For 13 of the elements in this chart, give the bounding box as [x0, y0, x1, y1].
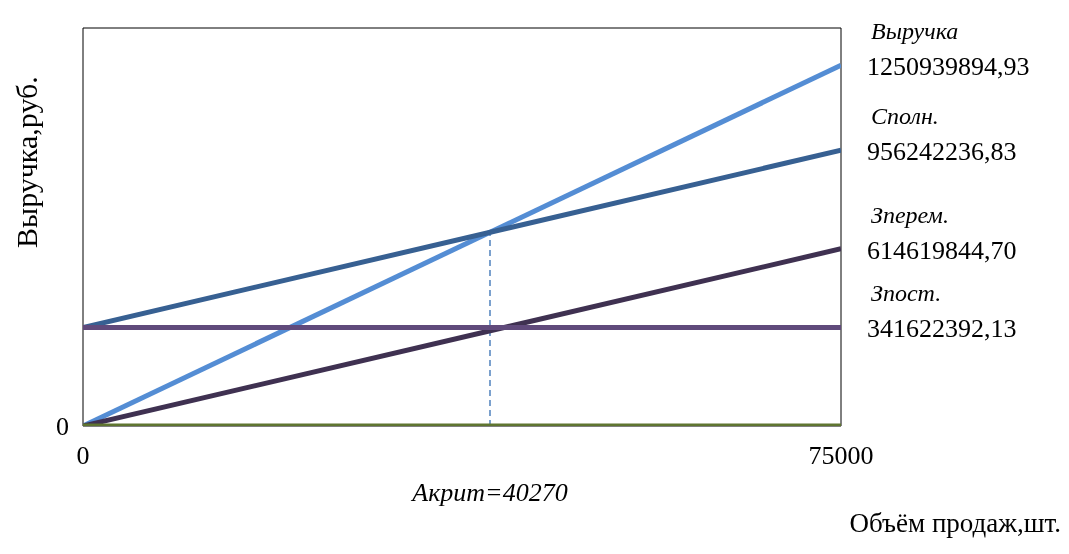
ref-line-label: Акрит=40270	[412, 478, 568, 508]
annotation: 0	[56, 412, 69, 442]
series-label: Зперем.	[871, 201, 949, 228]
y-axis-title: Выручка,руб.	[10, 76, 44, 248]
x-axis-title: Объём продаж,шт.	[849, 508, 1061, 539]
series-label: Сполн.	[871, 103, 939, 130]
data-label: 1250939894,93	[867, 52, 1030, 82]
data-label: 956242236,83	[867, 137, 1017, 167]
series-label: Выручка	[871, 18, 959, 45]
series-label: Зпост.	[871, 280, 942, 307]
data-label: 614619844,70	[867, 235, 1017, 265]
x-tick-label: 75000	[808, 441, 874, 471]
data-label: 341622392,13	[867, 314, 1017, 344]
